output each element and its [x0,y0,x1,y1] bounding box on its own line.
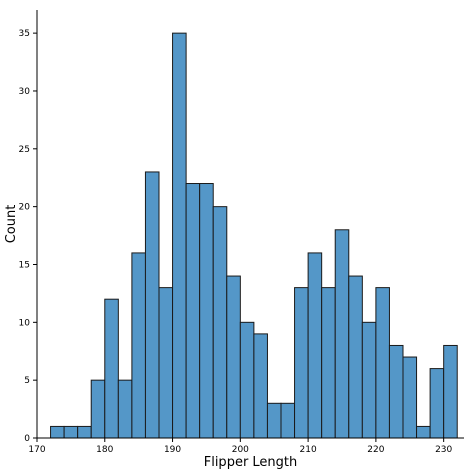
histogram-bar-26 [402,356,418,439]
histogram-bar-2 [77,425,92,439]
histogram-bar-0 [50,425,65,439]
histogram-bar-28 [429,368,445,439]
histogram-bar-7 [144,171,160,439]
histogram-bar-12 [212,206,228,439]
histogram-bar-18 [294,287,309,439]
histogram-bar-20 [321,287,336,439]
y-tick-label-15: 15 [19,260,30,270]
x-ticks-layer: 170 180 190 200 210 220 230 [28,438,453,455]
histogram-bar-27 [416,425,431,439]
y-axis-title: Count [4,205,19,244]
y-tick-label-20: 20 [19,203,31,213]
histogram-bar-15 [253,333,268,439]
histogram-bar-24 [375,287,390,439]
x-tick-label-220: 220 [367,445,384,455]
y-tick-label-35: 35 [19,29,30,39]
histogram-bar-10 [185,183,201,439]
x-axis-title: Flipper Length [204,455,298,470]
histogram-bar-6 [131,252,146,439]
histogram-bar-22 [348,275,363,439]
histogram-bar-21 [334,229,350,439]
x-tick-label-210: 210 [300,445,317,455]
histogram-bar-14 [239,321,255,439]
x-tick-label-170: 170 [28,445,45,455]
histogram-bar-1 [63,425,79,439]
y-tick-label-25: 25 [19,145,30,155]
histogram-bar-5 [117,379,133,439]
x-tick-label-230: 230 [435,445,452,455]
y-tick-label-10: 10 [19,318,31,328]
y-ticks-layer: 0 5 10 15 20 25 30 35 [19,29,37,444]
histogram-bar-11 [199,183,214,439]
y-tick-label-30: 30 [19,87,31,97]
y-tick-label-0: 0 [24,434,30,444]
histogram-bar-16 [266,402,282,439]
histogram-bar-17 [280,402,296,439]
histogram-bar-19 [307,252,323,439]
x-tick-label-180: 180 [96,445,113,455]
histogram-bar-23 [361,321,377,439]
axes-layer [36,10,464,439]
x-tick-label-190: 190 [164,445,181,455]
histogram-bar-25 [388,344,404,439]
histogram-bar-9 [172,32,187,439]
y-tick-label-5: 5 [24,376,30,386]
bars-layer [50,32,458,439]
histogram-bar-13 [226,275,241,439]
x-tick-label-200: 200 [232,445,249,455]
histogram-bar-8 [158,287,174,439]
histogram-bar-4 [104,298,119,439]
histogram-bar-3 [90,379,106,439]
histogram-bar-29 [443,344,458,439]
